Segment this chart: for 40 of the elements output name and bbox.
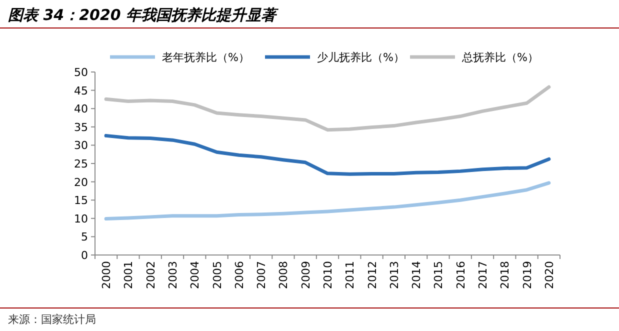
y-tick-label: 5 — [81, 230, 88, 244]
x-tick-label: 2015 — [432, 261, 446, 289]
y-tick-label: 25 — [74, 158, 88, 170]
x-tick-label: 2000 — [100, 261, 114, 289]
y-tick-label: 50 — [74, 66, 88, 79]
x-tick-label: 2004 — [188, 261, 202, 289]
line-series — [104, 181, 551, 221]
y-tick-label: 15 — [74, 194, 88, 208]
y-tick-label: 20 — [74, 176, 88, 189]
x-tick-label: 2008 — [277, 261, 290, 289]
x-tick-label: 2016 — [454, 261, 468, 289]
x-tick-label: 2007 — [255, 261, 268, 289]
legend-label: 老年抚养比（%） — [162, 51, 250, 64]
legend-label: 总抚养比（%） — [461, 51, 538, 64]
source-note: 来源：国家统计局 — [8, 313, 96, 326]
legend-label: 少儿抚养比（%） — [317, 51, 404, 64]
line-series — [104, 85, 551, 132]
x-tick-label: 2011 — [344, 261, 357, 289]
x-tick-label: 2002 — [144, 261, 158, 289]
x-tick-label: 2012 — [366, 261, 379, 289]
x-tick-label: 2005 — [210, 261, 224, 289]
y-tick-label: 35 — [74, 120, 88, 134]
x-tick-label: 2009 — [299, 261, 312, 289]
x-tick-label: 2006 — [232, 261, 246, 289]
x-tick-label: 2018 — [498, 261, 512, 289]
x-tick-label: 2017 — [476, 261, 490, 289]
x-tick-label: 2003 — [166, 261, 180, 289]
y-tick-label: 40 — [74, 102, 88, 116]
x-tick-label: 2001 — [122, 261, 136, 289]
chart-title: 图表 34：2020 年我国抚养比提升显著 — [8, 6, 280, 24]
y-tick-label: 30 — [74, 139, 88, 152]
x-tick-label: 2010 — [322, 261, 334, 289]
y-tick-label: 45 — [74, 84, 88, 98]
x-tick-label: 2019 — [520, 261, 534, 289]
line-series — [104, 134, 551, 176]
y-tick-label: 0 — [81, 249, 88, 262]
y-tick-label: 10 — [74, 212, 88, 226]
x-tick-label: 2013 — [388, 261, 401, 289]
x-tick-label: 2020 — [542, 261, 556, 289]
x-tick-label: 2014 — [410, 261, 424, 289]
